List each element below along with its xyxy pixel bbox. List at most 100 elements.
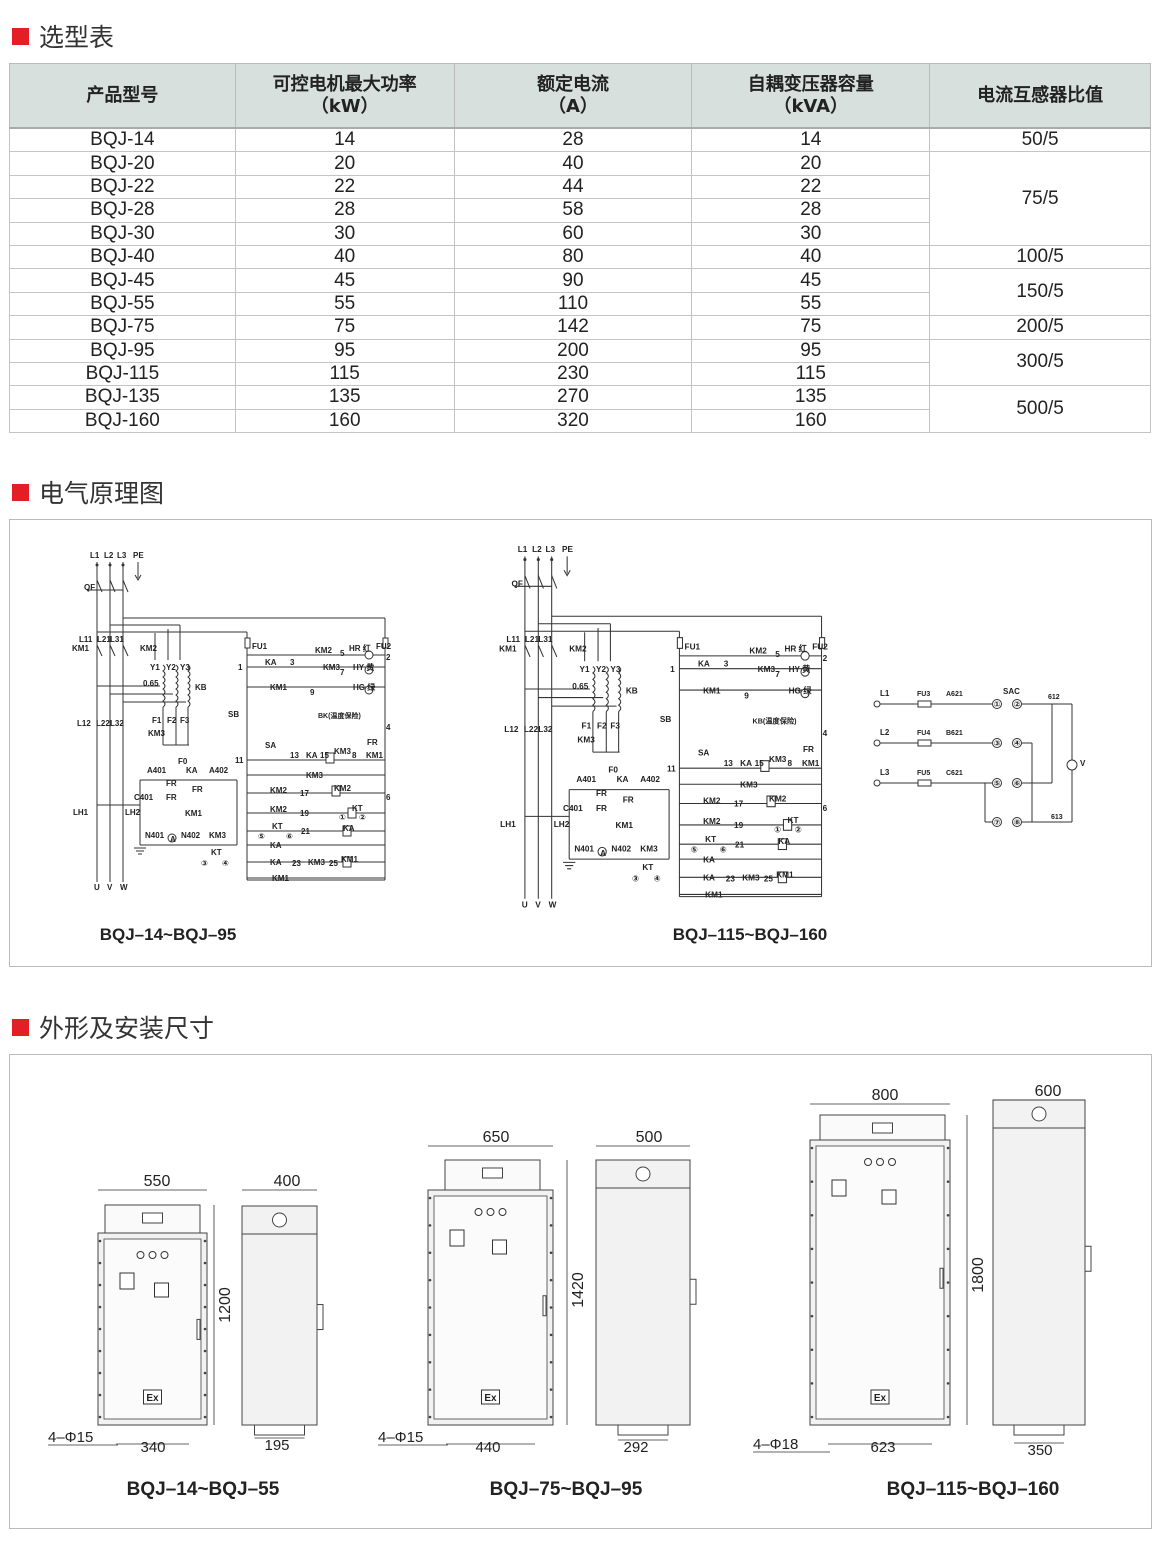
rotary-switch-icon — [831, 1179, 847, 1197]
schematic-label: KM3 — [758, 664, 776, 674]
schematic-label: 8 — [788, 758, 793, 768]
schematic-label: KB(温度保险) — [753, 716, 798, 725]
bolt — [98, 1393, 102, 1397]
schematic-label: KM3 — [306, 771, 323, 780]
schematic-label: A — [600, 848, 606, 858]
gland-icon — [272, 1212, 287, 1228]
schematic-label: KM2 — [769, 793, 787, 803]
mount-depth-dimension: 292 — [623, 1439, 648, 1456]
schematic-label: F2 — [167, 716, 177, 725]
bolt — [98, 1327, 102, 1331]
schematic-label: A402 — [640, 774, 660, 784]
fuse-icon — [818, 637, 826, 649]
table-cell: 44 — [453, 174, 693, 200]
bolt — [203, 1239, 207, 1243]
schematic-label: LH1 — [500, 819, 516, 829]
schematic-label: KB — [195, 683, 207, 692]
ct-ratio-cell: 50/5 — [929, 127, 1151, 153]
red-square-icon — [12, 483, 29, 501]
schematic-label: 3 — [290, 658, 295, 667]
phase-label: L1 — [880, 689, 890, 698]
table-cell: 230 — [453, 361, 693, 387]
meter-label: V — [1080, 759, 1086, 768]
schematic-label: F1 — [582, 720, 592, 730]
schematic-label: 4 — [386, 723, 391, 732]
terminal-dot — [523, 557, 527, 562]
schematic-label: 13 — [290, 751, 299, 760]
bolt — [428, 1415, 432, 1419]
indicator-light-icon — [474, 1208, 483, 1216]
table-cell: 160 — [234, 408, 455, 434]
section-title-text: 电气原理图 — [39, 479, 165, 508]
schematic-label: 2 — [386, 653, 391, 662]
table-cell: 115 — [234, 361, 455, 387]
schematic-label: V — [107, 883, 113, 892]
schematic-label: KM2 — [270, 805, 287, 814]
schematic-label: KM1 — [272, 874, 289, 883]
bolt — [946, 1348, 950, 1352]
table-cell: BQJ-115 — [9, 361, 236, 387]
table-cell: 22 — [691, 174, 931, 200]
bolt — [428, 1224, 432, 1227]
table-cell: 28 — [691, 198, 931, 223]
bolt — [203, 1327, 207, 1331]
schematic-label: V — [535, 899, 541, 909]
schematic-label: ② — [359, 813, 366, 822]
table-cell: 135 — [691, 385, 931, 410]
ex-mark-icon — [481, 1389, 500, 1405]
gland-icon — [635, 1166, 651, 1182]
fuse-icon — [917, 779, 932, 787]
schematic-label: 15 — [320, 751, 329, 760]
schematic-label: KM3 — [209, 831, 226, 840]
table-cell: 142 — [453, 315, 693, 340]
bolt — [549, 1360, 553, 1364]
schematic-label: KA — [778, 836, 790, 846]
relay-coil-icon — [342, 825, 352, 837]
bolt — [428, 1360, 432, 1364]
schematic-label: KT — [272, 822, 283, 831]
table-row: BQJ-22 22 44 22 — [9, 174, 1151, 200]
bolt — [98, 1261, 102, 1265]
schematic-label: 7 — [340, 668, 345, 677]
transformer-coil-icon — [187, 664, 191, 708]
table-cell: 45 — [234, 268, 455, 293]
km1-contact — [537, 644, 544, 658]
schematic-label: F1 — [152, 716, 162, 725]
schematic-label: KM1 — [185, 809, 202, 818]
schematic-label: KM3 — [640, 844, 658, 854]
header-line: 可控电机最大功率 — [272, 73, 417, 95]
schematic-label: ⑤ — [691, 845, 698, 855]
sac-terminal — [992, 738, 1002, 748]
mount-depth-dimension: 195 — [264, 1437, 289, 1454]
bolt — [946, 1281, 950, 1284]
schematic-label: FR — [596, 788, 607, 798]
schematic-label: FU2 — [812, 641, 828, 651]
table-cell: 115 — [691, 361, 931, 387]
indicator-light-icon — [876, 1158, 884, 1166]
side-handle — [689, 1278, 697, 1305]
terminal-icon — [873, 739, 881, 747]
schematic-label: KA — [698, 658, 710, 668]
node-label: 612 — [1048, 694, 1060, 701]
schematic-label: L2 — [532, 544, 542, 554]
schematic-label: KM2 — [270, 786, 287, 795]
table-cell: 55 — [234, 291, 455, 317]
schematic-label: 0.65 — [572, 681, 588, 691]
schematic-label: 17 — [734, 799, 743, 809]
table-cell: BQJ-45 — [9, 268, 236, 293]
schematic-label: L11 — [506, 634, 520, 644]
table-row: BQJ-55 55 110 55 — [9, 291, 1151, 317]
schematic-label: ② — [795, 824, 802, 834]
bolt — [549, 1306, 553, 1309]
relay-coil-icon — [325, 752, 335, 764]
bolt — [810, 1281, 814, 1284]
schematic-label: 3 — [724, 658, 729, 668]
sac-terminal — [992, 699, 1002, 709]
schematic-label: L31 — [538, 634, 553, 644]
ex-mark-icon — [143, 1389, 162, 1405]
schematic-label: PE — [133, 551, 144, 560]
switch-label: SAC — [1003, 687, 1020, 696]
base — [1013, 1424, 1065, 1436]
schematic-label: KM3 — [148, 729, 165, 738]
